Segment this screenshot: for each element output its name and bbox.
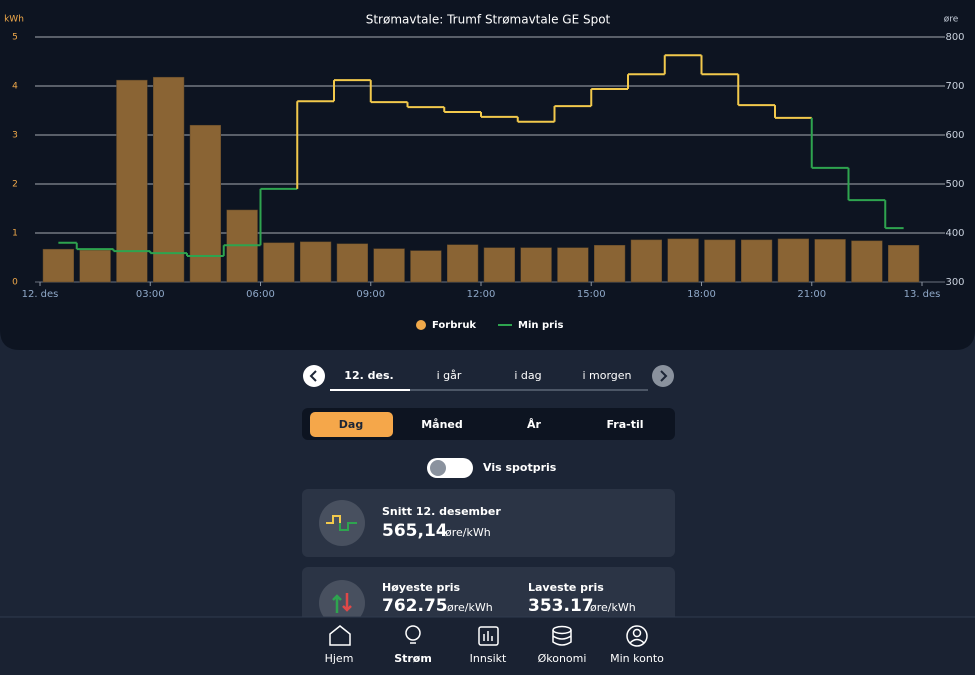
- card-unit: øre/kWh: [590, 601, 636, 614]
- x-tick-label: 03:00: [136, 289, 165, 300]
- icon-down: [342, 593, 352, 612]
- bottom-nav: [0, 617, 975, 675]
- card-title: Laveste pris: [528, 581, 604, 594]
- toggle-knob: [430, 460, 446, 476]
- card-unit: øre/kWh: [447, 601, 493, 614]
- account-head: [632, 628, 642, 638]
- x-tick-label: 12. des: [22, 289, 59, 300]
- next-day-button[interactable]: [652, 365, 674, 387]
- bar: [336, 243, 368, 283]
- y-tick-label: 0: [12, 278, 18, 288]
- date-tab[interactable]: i morgen: [582, 369, 631, 382]
- legend-label: Forbruk: [432, 320, 476, 331]
- date-tab[interactable]: i går: [437, 369, 462, 382]
- toggle-label: Vis spotpris: [483, 461, 557, 474]
- date-tab[interactable]: 12. des.: [344, 369, 393, 382]
- y-tick-label: 2: [12, 180, 18, 190]
- prev-icon: [309, 370, 317, 382]
- power-icon[interactable]: [405, 625, 421, 641]
- x-tick-label: 15:00: [577, 289, 606, 300]
- bar: [79, 249, 111, 283]
- y-tick-label: 5: [12, 33, 18, 43]
- card-value: 565,14: [382, 521, 448, 541]
- bar: [189, 124, 221, 283]
- x-tick-label: 09:00: [356, 289, 385, 300]
- y2-tick-label: 400: [945, 228, 964, 239]
- economy-icon-body: [552, 630, 572, 646]
- bar: [814, 239, 846, 283]
- card-icon: [319, 580, 365, 626]
- chart-title: Strømavtale: Trumf Strømavtale GE Spot: [366, 13, 611, 27]
- bar: [557, 247, 589, 283]
- x-tick-label: 06:00: [246, 289, 275, 300]
- period-tab[interactable]: Måned: [421, 418, 463, 431]
- card-title: Snitt 12. desember: [382, 505, 501, 518]
- y2-tick-label: 800: [945, 32, 964, 43]
- x-tick-label: 12:00: [467, 289, 496, 300]
- legend-swatch: [416, 320, 426, 330]
- x-tick-label: 18:00: [687, 289, 716, 300]
- bar: [667, 238, 699, 283]
- legend-label: Min pris: [518, 320, 563, 331]
- bar: [888, 245, 920, 283]
- chart: Strømavtale: Trumf Strømavtale GE Spot k…: [4, 13, 964, 332]
- card-value: 762.75: [382, 596, 448, 616]
- bar: [373, 248, 405, 283]
- prev-day-button[interactable]: [303, 365, 325, 387]
- bar: [447, 244, 479, 283]
- bar: [741, 239, 773, 283]
- y-axis-label: kWh: [4, 15, 24, 25]
- bar: [851, 240, 883, 283]
- insight-icon[interactable]: [478, 626, 499, 646]
- bar: [777, 238, 809, 283]
- y-tick-label: 4: [12, 82, 18, 92]
- period-tab[interactable]: Dag: [339, 418, 363, 431]
- next-icon: [660, 370, 668, 382]
- card-value: 353.17: [528, 596, 594, 616]
- card-unit: øre/kWh: [445, 526, 491, 539]
- period-tabs: [302, 408, 675, 440]
- bar: [116, 79, 148, 283]
- bar: [630, 239, 662, 283]
- x-tick-label: 13. des: [904, 289, 941, 300]
- icon-line: [326, 515, 341, 524]
- bar: [704, 239, 736, 283]
- nav-item[interactable]: Innsikt: [470, 652, 507, 665]
- average-card: [302, 489, 675, 557]
- card-title: Høyeste pris: [382, 581, 461, 594]
- card-icon: [319, 500, 365, 546]
- bar: [263, 242, 295, 283]
- date-tab[interactable]: i dag: [514, 369, 541, 382]
- y2-tick-label: 600: [945, 130, 964, 141]
- bar: [42, 248, 74, 283]
- y-tick-label: 1: [12, 229, 18, 239]
- nav-item[interactable]: Strøm: [394, 652, 432, 665]
- y-tick-label: 3: [12, 131, 18, 141]
- period-tab-active[interactable]: [310, 412, 393, 437]
- bar: [153, 76, 185, 283]
- period-tab[interactable]: Fra-til: [606, 418, 643, 431]
- x-tick-label: 21:00: [797, 289, 826, 300]
- bar: [520, 247, 552, 283]
- bar: [594, 245, 626, 283]
- period-tab[interactable]: År: [527, 418, 542, 431]
- y2-tick-label: 700: [945, 81, 964, 92]
- icon-line: [339, 522, 357, 531]
- bar: [483, 247, 515, 283]
- nav-item[interactable]: Hjem: [325, 652, 354, 665]
- y2-tick-label: 500: [945, 179, 964, 190]
- account-icon[interactable]: [626, 625, 648, 647]
- bar: [410, 250, 442, 283]
- icon-up: [332, 594, 342, 613]
- account-body: [629, 638, 645, 644]
- y2-axis-label: øre: [944, 15, 959, 25]
- insight-bars: [483, 631, 493, 641]
- home-icon[interactable]: [329, 625, 351, 646]
- nav-item[interactable]: Min konto: [610, 652, 664, 665]
- bar: [300, 241, 332, 283]
- nav-item[interactable]: Økonomi: [538, 652, 587, 665]
- y2-tick-label: 300: [945, 277, 964, 288]
